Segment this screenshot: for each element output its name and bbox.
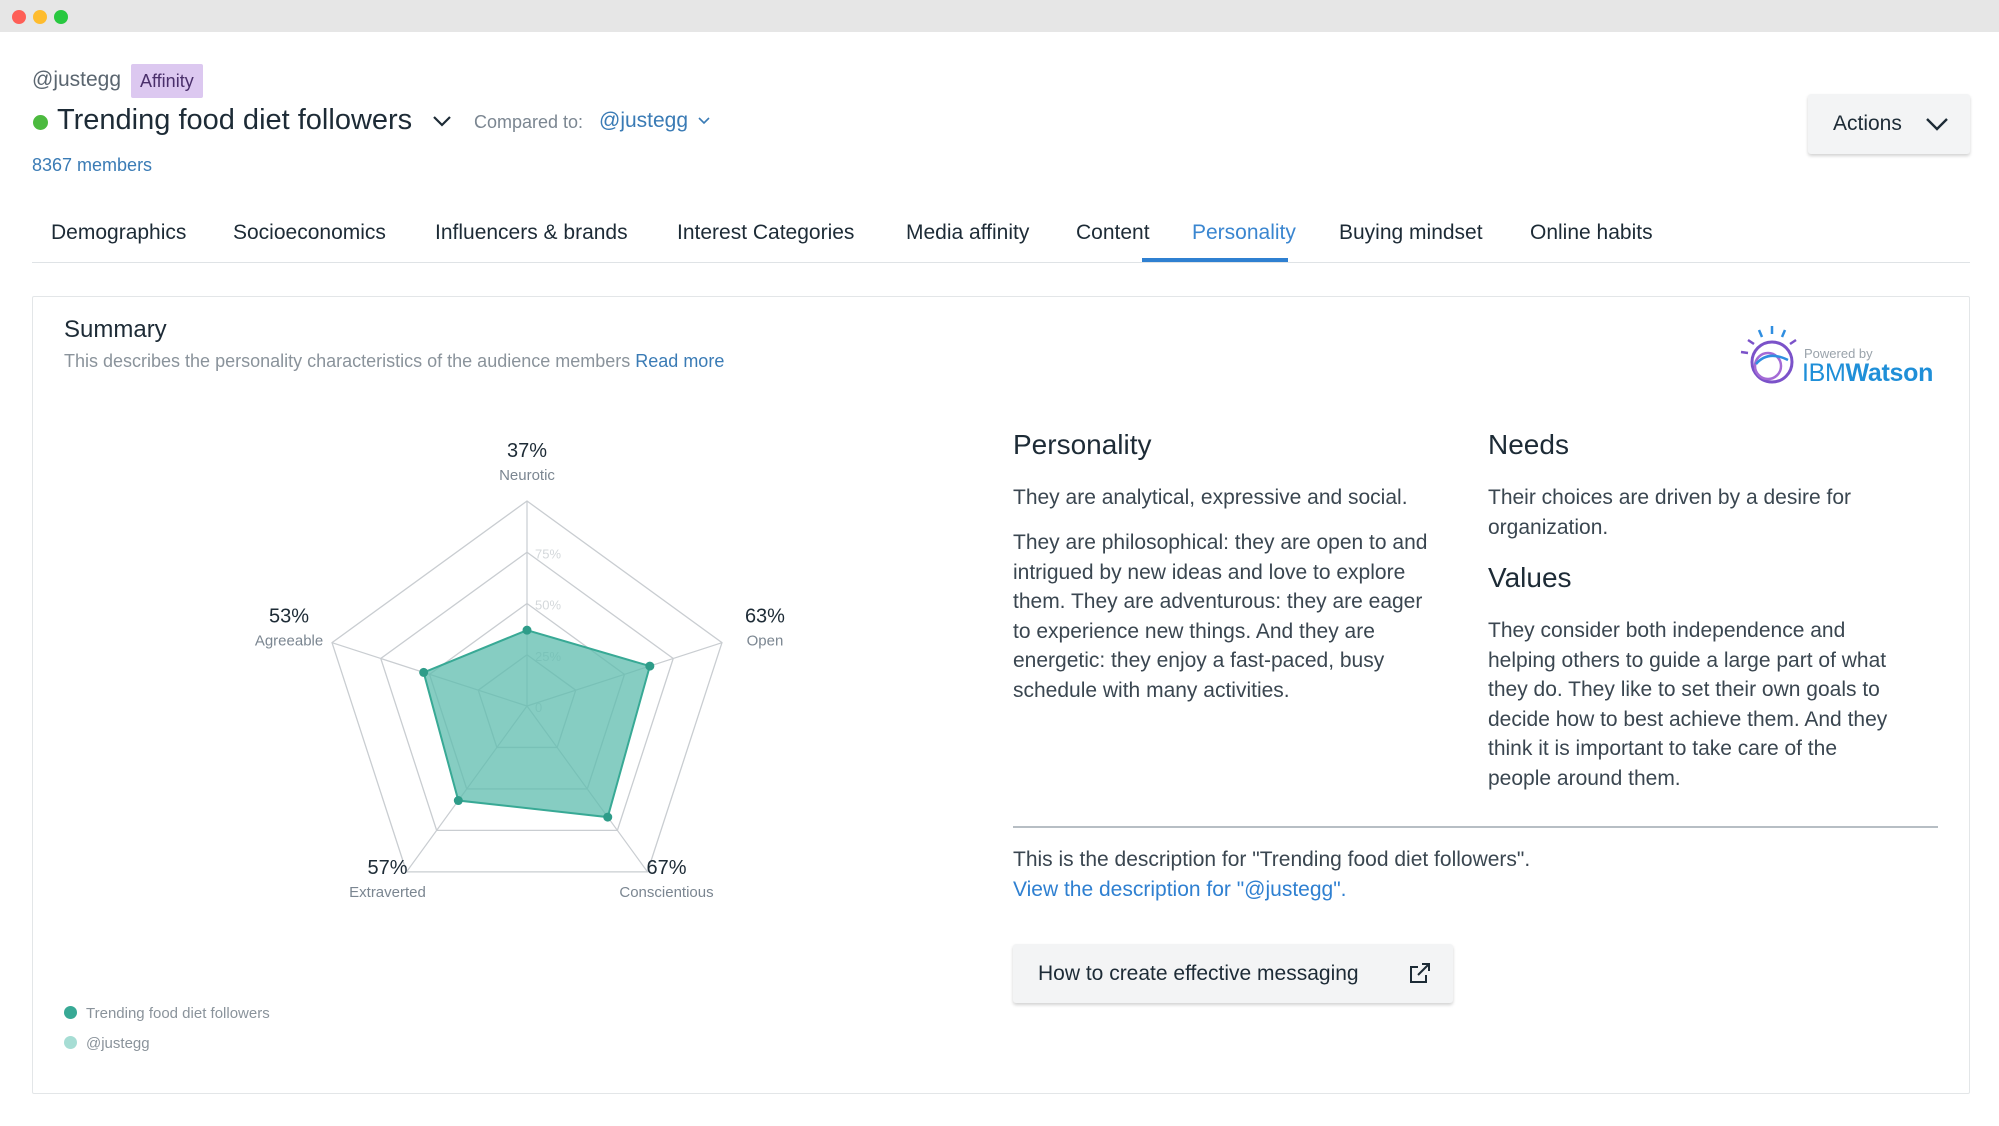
personality-line: them. They are adventurous: they are eag… xyxy=(1013,590,1423,613)
actions-button[interactable]: Actions xyxy=(1808,94,1970,154)
radar-grid-ring xyxy=(331,500,723,873)
personality-heading: Personality xyxy=(1013,429,1152,460)
summary-card xyxy=(32,296,1970,1094)
needs-paragraph: Their choices are driven by a desire for… xyxy=(1488,483,1851,542)
values-line: They consider both independence and xyxy=(1488,619,1846,642)
watson-text: Watson xyxy=(1845,359,1934,387)
powered-by-label: Powered by xyxy=(1804,346,1873,361)
tab-influencers-brands[interactable]: Influencers & brands xyxy=(435,221,628,244)
personality-line: intrigued by new ideas and love to explo… xyxy=(1013,560,1406,584)
compared-chevron-down-icon[interactable] xyxy=(697,114,711,128)
needs-heading: Needs xyxy=(1488,429,1569,460)
radar-value-label: 63% xyxy=(745,606,785,628)
needs-line: Their choices are driven by a desire for xyxy=(1488,486,1851,509)
compared-to-select[interactable]: @justegg xyxy=(599,109,689,132)
personality-line: energetic: they enjoy a fast-paced, busy xyxy=(1013,649,1385,672)
description-for-audience: This is the description for "Trending fo… xyxy=(1013,848,1531,871)
audience-chevron-down-icon[interactable] xyxy=(431,110,453,132)
values-line: helping others to guide a large part of … xyxy=(1488,648,1887,672)
legend-label-audience: Trending food diet followers xyxy=(86,1005,270,1022)
radar-value-label: 57% xyxy=(367,857,407,879)
tab-personality[interactable]: Personality xyxy=(1192,221,1296,244)
window-titlebar xyxy=(0,0,1999,32)
radar-data-point xyxy=(522,625,532,635)
chevron-down-icon xyxy=(1926,118,1948,131)
needs-line: organization. xyxy=(1488,515,1609,539)
effective-messaging-button[interactable]: How to create effective messaging xyxy=(1013,944,1453,1003)
legend-dot-audience xyxy=(64,1006,77,1019)
actions-label: Actions xyxy=(1833,112,1902,135)
personality-line: They are philosophical: they are open to… xyxy=(1013,531,1428,554)
summary-description: This describes the personality character… xyxy=(64,351,724,372)
tab-online-habits[interactable]: Online habits xyxy=(1530,221,1653,244)
personality-line: to experience new things. And they are xyxy=(1013,619,1375,643)
values-line: decide how to best achieve them. And the… xyxy=(1488,707,1888,731)
values-line: they do. They like to set their own goal… xyxy=(1488,678,1880,701)
radar-ring-label: 50% xyxy=(535,598,561,613)
radar-value-label: 67% xyxy=(646,857,686,879)
external-link-icon xyxy=(1410,963,1430,983)
legend-item-audience: Trending food diet followers xyxy=(64,1005,270,1022)
account-handle: @justegg xyxy=(32,68,122,91)
legend-dot-compared xyxy=(64,1036,77,1049)
ibm-watson-logo-icon xyxy=(1740,326,1797,384)
tab-buying-mindset[interactable]: Buying mindset xyxy=(1339,221,1483,244)
radar-axis-label: Extraverted xyxy=(349,884,426,901)
maximize-window-button[interactable] xyxy=(54,10,68,24)
radar-value-label: 37% xyxy=(507,440,547,462)
radar-axis-label: Neurotic xyxy=(499,467,555,484)
summary-title: Summary xyxy=(64,316,167,343)
values-paragraph: They consider both independence and help… xyxy=(1488,616,1887,793)
legend-label-compared: @justegg xyxy=(86,1035,150,1052)
values-heading: Values xyxy=(1488,562,1572,593)
radar-ring-label: 75% xyxy=(535,546,561,561)
effective-messaging-label: How to create effective messaging xyxy=(1038,962,1359,985)
view-compared-description-link[interactable]: View the description for "@justegg". xyxy=(1013,878,1347,901)
members-count[interactable]: 8367 members xyxy=(32,155,153,175)
tab-demographics[interactable]: Demographics xyxy=(51,221,187,244)
radar-axis-label: Conscientious xyxy=(619,884,713,901)
radar-data-point xyxy=(645,661,655,671)
read-more-link[interactable]: Read more xyxy=(635,351,725,371)
values-line: think it is important to take care of th… xyxy=(1488,737,1838,760)
ibm-text: IBM xyxy=(1802,359,1846,387)
summary-description-text: This describes the personality character… xyxy=(64,351,631,371)
radar-data-point xyxy=(453,796,463,806)
tab-socioeconomics[interactable]: Socioeconomics xyxy=(233,221,386,244)
tab-bar: Demographics Socioeconomics Influencers … xyxy=(32,200,1970,263)
active-tab-indicator xyxy=(1142,258,1288,262)
radar-axis-label: Open xyxy=(747,633,784,650)
legend-item-compared: @justegg xyxy=(64,1035,150,1052)
personality-line: schedule with many activities. xyxy=(1013,678,1290,702)
personality-summary: They are analytical, expressive and soci… xyxy=(1013,486,1408,509)
radar-series-area xyxy=(422,629,652,819)
tab-content[interactable]: Content xyxy=(1076,221,1150,244)
ibm-watson-wordmark: IBMWatson xyxy=(1802,359,1933,388)
close-window-button[interactable] xyxy=(12,10,26,24)
radar-data-point xyxy=(603,812,613,822)
compared-to-label: Compared to: xyxy=(474,112,584,132)
personality-radar-chart: 75%50%25%037%Neurotic63%Open67%Conscient… xyxy=(255,440,785,901)
audience-title[interactable]: Trending food diet followers xyxy=(57,104,413,136)
tab-interest-categories[interactable]: Interest Categories xyxy=(677,221,855,244)
radar-axis-label: Agreeable xyxy=(255,633,323,650)
minimize-window-button[interactable] xyxy=(33,10,47,24)
affinity-badge: Affinity xyxy=(131,64,203,98)
values-line: people around them. xyxy=(1488,766,1681,790)
radar-grid-ring xyxy=(380,551,674,832)
radar-value-label: 53% xyxy=(269,606,309,628)
radar-data-point xyxy=(419,667,429,677)
personality-paragraph: They are philosophical: they are open to… xyxy=(1013,528,1427,705)
section-divider xyxy=(1013,826,1938,828)
status-dot xyxy=(33,115,48,130)
tab-media-affinity[interactable]: Media affinity xyxy=(906,221,1030,244)
